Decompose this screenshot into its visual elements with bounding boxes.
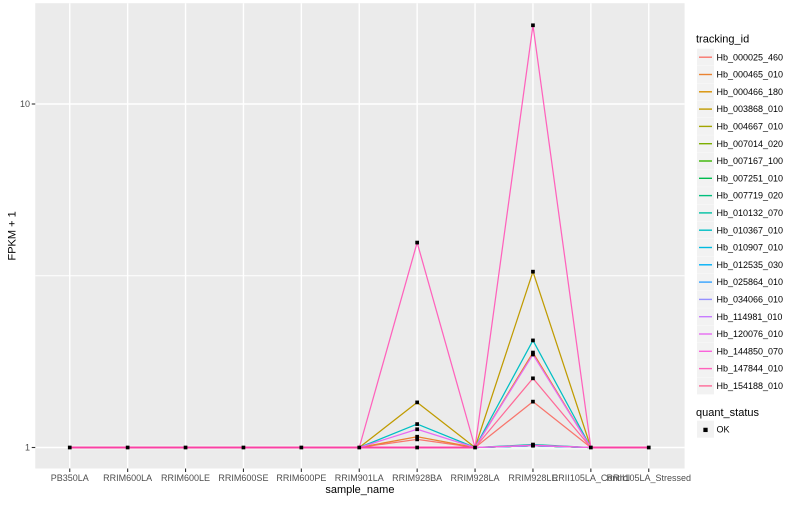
svg-text:Hb_004667_010: Hb_004667_010 (717, 122, 784, 132)
svg-text:Hb_000466_180: Hb_000466_180 (717, 87, 784, 97)
svg-text:Hb_010132_070: Hb_010132_070 (717, 208, 784, 218)
svg-text:RRIM928LE: RRIM928LE (508, 473, 557, 483)
svg-text:RRIM600LE: RRIM600LE (161, 473, 210, 483)
svg-text:Hb_154188_010: Hb_154188_010 (717, 381, 784, 391)
svg-text:Hb_007167_100: Hb_007167_100 (717, 156, 784, 166)
svg-text:Hb_147844_010: Hb_147844_010 (717, 364, 784, 374)
svg-text:Hb_034066_010: Hb_034066_010 (717, 295, 784, 305)
svg-text:RRIM901LA: RRIM901LA (335, 473, 384, 483)
svg-text:Hb_007719_020: Hb_007719_020 (717, 191, 784, 201)
svg-text:Hb_010367_010: Hb_010367_010 (717, 225, 784, 235)
svg-text:10: 10 (20, 99, 30, 109)
svg-text:quant_status: quant_status (696, 407, 759, 419)
svg-text:RRIM600LA: RRIM600LA (103, 473, 152, 483)
svg-text:RRIM600SE: RRIM600SE (218, 473, 268, 483)
svg-text:sample_name: sample_name (325, 484, 394, 496)
svg-text:Hb_010907_010: Hb_010907_010 (717, 243, 784, 253)
svg-text:Hb_025864_010: Hb_025864_010 (717, 277, 784, 287)
svg-text:RRIM928LA: RRIM928LA (451, 473, 500, 483)
svg-text:Hb_120076_010: Hb_120076_010 (717, 329, 784, 339)
svg-text:Hb_144850_070: Hb_144850_070 (717, 346, 784, 356)
svg-text:Hb_114981_010: Hb_114981_010 (717, 312, 783, 322)
svg-text:OK: OK (717, 424, 730, 434)
svg-text:Hb_007014_020: Hb_007014_020 (717, 139, 784, 149)
svg-text:RRIM600PE: RRIM600PE (276, 473, 326, 483)
svg-text:Hb_000025_460: Hb_000025_460 (717, 52, 784, 62)
svg-text:FPKM + 1: FPKM + 1 (7, 211, 19, 260)
svg-text:Hb_012535_030: Hb_012535_030 (717, 260, 784, 270)
svg-text:Hb_000465_010: Hb_000465_010 (717, 70, 784, 80)
svg-text:RRIM928BA: RRIM928BA (392, 473, 442, 483)
svg-text:tracking_id: tracking_id (696, 34, 749, 46)
svg-text:RRII105LA_Control: RRII105LA_Control (552, 473, 630, 483)
svg-text:RRII105LA_Stressed: RRII105LA_Stressed (606, 473, 691, 483)
svg-text:Hb_003868_010: Hb_003868_010 (717, 104, 784, 114)
svg-text:PB350LA: PB350LA (51, 473, 89, 483)
svg-text:Hb_007251_010: Hb_007251_010 (717, 173, 784, 183)
svg-text:1: 1 (25, 443, 30, 453)
